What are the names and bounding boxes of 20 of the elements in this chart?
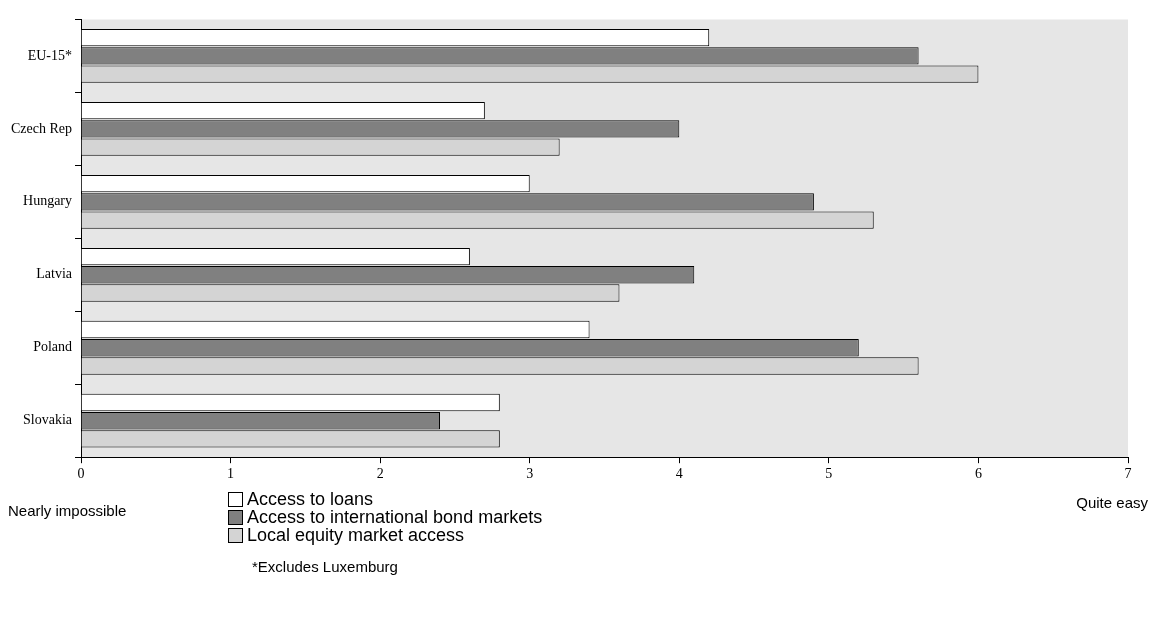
y-tick-label: EU-15*	[27, 47, 73, 63]
text: Quite easy	[1076, 494, 1148, 511]
x-tick-label: 6	[974, 466, 982, 482]
x-tick-label: 2	[376, 466, 384, 482]
x-tick-label: 1	[227, 466, 235, 482]
y-tick-label: Czech Rep	[11, 120, 73, 136]
y-tick-label: Latvia	[36, 266, 73, 282]
y-tick-label: Hungary	[23, 193, 73, 209]
x-tick-label: 3	[526, 466, 534, 482]
text: *Excludes Luxemburg	[252, 558, 399, 575]
x-tick-label: 7	[1124, 466, 1132, 482]
x-tick-label: 4	[675, 466, 683, 482]
legend-label: Access to loans	[247, 489, 374, 509]
x-tick-label: 5	[825, 466, 833, 482]
y-tick-label: Poland	[33, 339, 73, 355]
x-tick-label: 0	[77, 466, 85, 482]
text: Nearly impossible	[8, 501, 128, 519]
y-tick-label: Slovakia	[23, 412, 73, 428]
legend-label: Local equity market access	[247, 525, 465, 545]
legend-label: Access to international bond markets	[247, 507, 543, 527]
